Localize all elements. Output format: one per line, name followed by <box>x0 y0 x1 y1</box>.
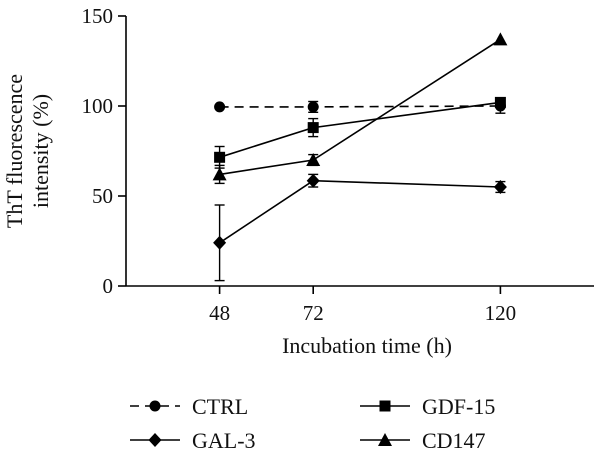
legend: CTRL GDF-15 GAL-3 CD147 <box>130 394 495 453</box>
series-line-ctrl <box>219 105 501 108</box>
legend-label-cd147: CD147 <box>422 428 486 453</box>
legend-item-ctrl: CTRL <box>130 394 248 419</box>
legend-marker-gal-3 <box>148 433 162 447</box>
point-gal-3 <box>306 173 320 188</box>
legend-item-gal-3: GAL-3 <box>130 428 256 453</box>
y-tick-label: 0 <box>103 274 114 298</box>
y-tick-label: 50 <box>92 184 113 208</box>
legend-marker-gdf-15 <box>379 400 391 412</box>
point-gal-3 <box>493 180 507 194</box>
series-ctrl <box>214 98 506 114</box>
point-cd147 <box>306 153 321 166</box>
legend-marker-cd147 <box>378 433 392 446</box>
legend-label-ctrl: CTRL <box>192 394 248 419</box>
legend-item-cd147: CD147 <box>360 428 486 453</box>
y-tick-label: 100 <box>82 94 114 118</box>
series-cd147 <box>212 32 508 185</box>
series-gdf-15 <box>214 96 506 169</box>
point-ctrl <box>214 101 226 113</box>
y-axis-title-line2: intensity (%) <box>28 94 53 208</box>
point-gdf-15 <box>214 151 226 163</box>
y-axis-title-line1: ThT fluorescence <box>2 74 27 228</box>
x-axis-title: Incubation time (h) <box>282 333 452 358</box>
y-tick-label: 150 <box>82 4 114 28</box>
axes: 0 50 100 150 48 72 120 Incubation time (h) ThT f… <box>2 4 594 358</box>
series-layer <box>212 32 508 282</box>
x-tick-label: 48 <box>209 301 230 325</box>
x-tick-label: 120 <box>485 301 517 325</box>
x-tick-label: 72 <box>303 301 324 325</box>
series-line-gal-3 <box>219 179 501 244</box>
legend-marker-ctrl <box>149 400 161 412</box>
legend-item-gdf-15: GDF-15 <box>360 394 495 419</box>
series-gal-3 <box>213 173 507 282</box>
legend-label-gal-3: GAL-3 <box>192 428 256 453</box>
legend-label-gdf-15: GDF-15 <box>422 394 495 419</box>
point-gal-3 <box>213 235 227 250</box>
point-gdf-15 <box>307 122 319 134</box>
point-cd147 <box>493 32 508 46</box>
point-gdf-15 <box>494 96 506 108</box>
point-cd147 <box>212 167 227 181</box>
point-ctrl <box>307 101 319 113</box>
